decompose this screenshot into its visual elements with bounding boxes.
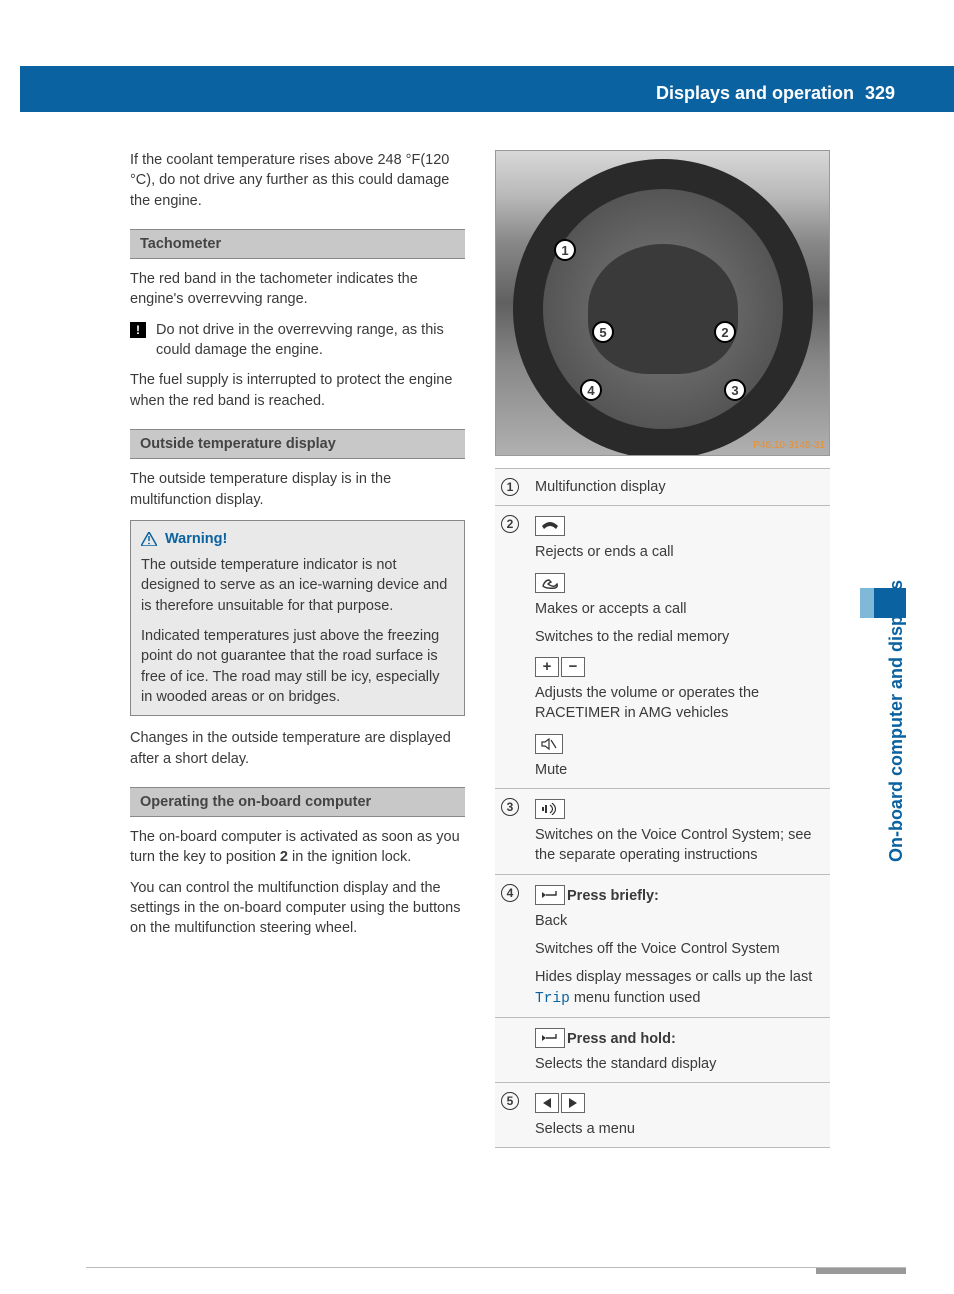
table-row: 2 Rejects or ends a call Makes or accept…	[495, 506, 830, 789]
left-column: If the coolant temperature rises above 2…	[130, 150, 465, 1148]
table-row: 4 Press briefly: Back Switches off the V…	[495, 874, 830, 1017]
section-outside-temp: Outside temperature display	[130, 429, 465, 459]
trip-link: Trip	[535, 991, 570, 1007]
content-area: If the coolant temperature rises above 2…	[130, 150, 830, 1148]
legend-4d: Selects the standard display	[535, 1054, 824, 1074]
section-operating: Operating the on-board computer	[130, 787, 465, 817]
warning-title: Warning!	[141, 529, 454, 549]
right-arrow-icon	[561, 1093, 585, 1113]
op-p1c: in the ignition lock.	[288, 849, 411, 865]
footer-rule	[0, 1264, 954, 1280]
warning-p1: The outside temperature indicator is not…	[141, 555, 454, 616]
legend-4b-cell: Press and hold: Selects the standard dis…	[529, 1017, 830, 1082]
accept-call-icon	[535, 573, 565, 593]
minus-icon: −	[561, 657, 585, 677]
table-row: Press and hold: Selects the standard dis…	[495, 1017, 830, 1082]
back-icon	[535, 1028, 565, 1048]
legend-5-text: Selects a menu	[535, 1119, 824, 1139]
tach-note-text: Do not drive in the overrevving range, a…	[156, 320, 465, 361]
steering-wheel	[513, 159, 813, 456]
header-bar: Displays and operation	[20, 66, 954, 112]
legend-4c1: Hides display messages or calls up the l…	[535, 969, 812, 985]
right-column: 1 2 3 4 5 P46.10-3148-31 1 Multifunction…	[495, 150, 830, 1148]
callout-2: 2	[714, 321, 736, 343]
table-row: 1 Multifunction display	[495, 469, 830, 506]
figure-code: P46.10-3148-31	[753, 439, 825, 453]
legend-4-cell: Press briefly: Back Switches off the Voi…	[529, 874, 830, 1017]
tach-p2: The fuel supply is interrupted to protec…	[130, 370, 465, 411]
back-icon	[535, 885, 565, 905]
legend-num-4: 4	[501, 884, 519, 902]
legend-4a: Back	[535, 911, 824, 931]
callout-4: 4	[580, 379, 602, 401]
warning-triangle-icon	[141, 532, 157, 546]
table-row: 3 Switches on the Voice Control System; …	[495, 789, 830, 875]
end-call-icon	[535, 516, 565, 536]
intro-text: If the coolant temperature rises above 2…	[130, 150, 465, 211]
legend-num-5: 5	[501, 1092, 519, 1110]
legend-5-cell: Selects a menu	[529, 1083, 830, 1148]
section-tachometer: Tachometer	[130, 229, 465, 259]
legend-2e: Mute	[535, 760, 824, 780]
legend-4-head: Press briefly:	[567, 888, 659, 904]
callout-5: 5	[592, 321, 614, 343]
temp-p1: The outside temperature display is in th…	[130, 469, 465, 510]
legend-3-text: Switches on the Voice Control System; se…	[535, 825, 824, 866]
legend-num-3: 3	[501, 798, 519, 816]
operating-p2: You can control the multifunction displa…	[130, 878, 465, 939]
legend-4c: Hides display messages or calls up the l…	[535, 967, 824, 1009]
legend-2b: Makes or accepts a call	[535, 599, 824, 619]
legend-1-text: Multifunction display	[529, 469, 830, 506]
legend-num-1: 1	[501, 478, 519, 496]
legend-2d: Adjusts the volume or operates the RACET…	[535, 683, 824, 724]
legend-2-cell: Rejects or ends a call Makes or accepts …	[529, 506, 830, 789]
left-arrow-icon	[535, 1093, 559, 1113]
plus-icon: +	[535, 657, 559, 677]
temp-p2: Changes in the outside temperature are d…	[130, 728, 465, 769]
side-tab-marker	[874, 588, 906, 618]
warning-box: Warning! The outside temperature indicat…	[130, 520, 465, 716]
tach-note: ! Do not drive in the overrevving range,…	[130, 320, 465, 361]
tach-p1: The red band in the tachometer indicates…	[130, 269, 465, 310]
callout-1: 1	[554, 239, 576, 261]
legend-4c3: menu function used	[570, 990, 701, 1006]
legend-4b: Switches off the Voice Control System	[535, 939, 824, 959]
voice-icon	[535, 799, 565, 819]
table-row: 5 Selects a menu	[495, 1083, 830, 1148]
warning-p2: Indicated temperatures just above the fr…	[141, 626, 454, 707]
legend-4b-head: Press and hold:	[567, 1031, 676, 1047]
warning-label: Warning!	[165, 531, 227, 547]
side-tab-label: On-board computer and displays	[886, 580, 907, 862]
header-title: Displays and operation	[656, 83, 854, 104]
legend-num-2: 2	[501, 515, 519, 533]
legend-3-cell: Switches on the Voice Control System; se…	[529, 789, 830, 875]
op-p1b: 2	[280, 849, 288, 865]
page-number: 329	[854, 66, 906, 112]
wheel-hub	[588, 244, 738, 374]
important-icon: !	[130, 322, 146, 338]
side-tab: On-board computer and displays	[862, 200, 886, 600]
mute-icon	[535, 734, 563, 754]
legend-2a: Rejects or ends a call	[535, 542, 824, 562]
legend-2c: Switches to the redial memory	[535, 627, 824, 647]
steering-wheel-figure: 1 2 3 4 5 P46.10-3148-31	[495, 150, 830, 456]
callout-3: 3	[724, 379, 746, 401]
legend-table: 1 Multifunction display 2 Rejects or end…	[495, 468, 830, 1148]
operating-p1: The on-board computer is activated as so…	[130, 827, 465, 868]
